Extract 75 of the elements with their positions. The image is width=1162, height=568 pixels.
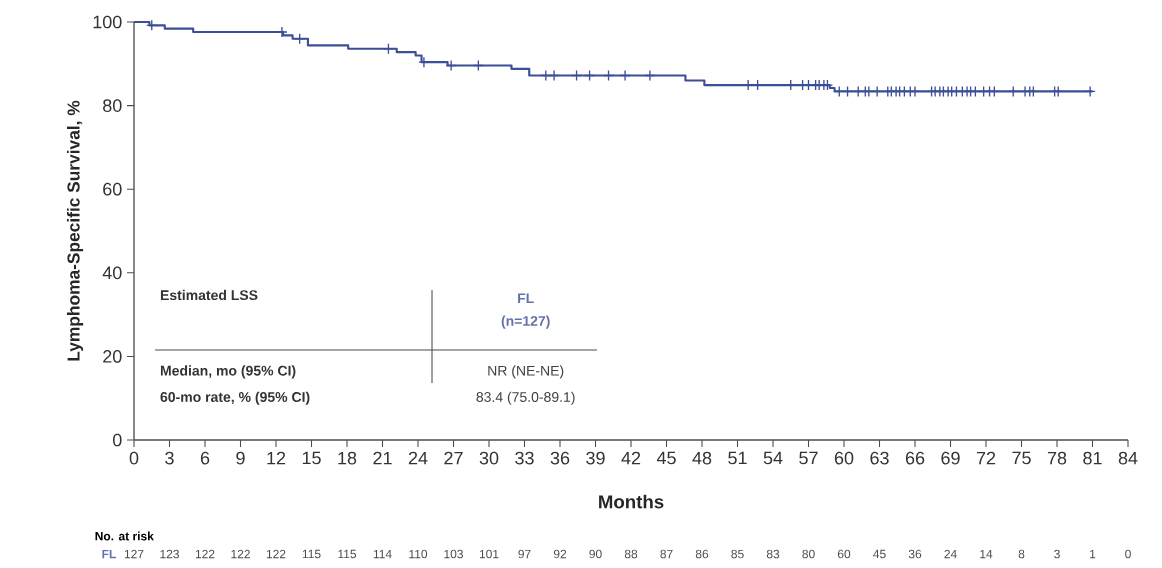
text: 115 (338, 549, 357, 559)
text: 122 (195, 549, 215, 559)
text: 122 (231, 549, 250, 559)
text: 3 (1054, 549, 1060, 559)
text: 45 (873, 549, 886, 559)
x-tick-label: 78 (1047, 451, 1067, 465)
x-tick-label: 69 (941, 451, 960, 465)
x-tick-label: 3 (165, 451, 174, 465)
x-tick-label: 60 (834, 451, 854, 465)
text: 80 (802, 549, 815, 559)
x-tick-label: 27 (444, 451, 463, 465)
annotation: 60-mo rate, % (95% CI) (160, 391, 310, 405)
x-tick-label: 72 (976, 451, 996, 465)
x-tick-label: 18 (338, 451, 357, 465)
x-tick-label: 57 (799, 451, 818, 465)
text: 1 (1090, 549, 1096, 559)
x-tick-label: 54 (763, 451, 783, 465)
text: 123 (160, 549, 179, 559)
x-tick-label: 39 (586, 451, 605, 465)
x-tick-label: 12 (267, 451, 286, 465)
y-tick-label: 100 (93, 15, 122, 29)
x-tick-label: 33 (515, 451, 534, 465)
x-tick-label: 84 (1118, 451, 1138, 465)
annotation: Estimated LSS (160, 289, 258, 301)
text: 127 (124, 549, 144, 559)
x-tick-label: 66 (905, 451, 925, 465)
text: 97 (518, 549, 531, 559)
text: 90 (589, 549, 602, 559)
x-tick-label: 24 (408, 451, 428, 465)
text: 86 (695, 549, 709, 559)
text: 8 (1018, 549, 1025, 559)
x-tick-label: 45 (656, 451, 676, 465)
text: 24 (944, 549, 957, 559)
text: 36 (908, 549, 922, 559)
x-tick-label: 36 (550, 451, 570, 465)
text: 103 (444, 549, 463, 559)
x-tick-label: 21 (373, 451, 392, 465)
annotation: Median, mo (95% CI) (160, 365, 296, 379)
y-axis-title: Lymphoma-Specific Survival, % (66, 100, 84, 361)
text: 114 (373, 549, 392, 559)
text: 83 (766, 549, 780, 559)
text: 101 (479, 549, 499, 559)
text: 14 (980, 549, 993, 559)
text: 88 (624, 549, 638, 559)
text: 115 (302, 549, 321, 559)
text: FL (518, 293, 534, 304)
text: 60 (837, 549, 851, 559)
x-tick-label: 0 (129, 451, 139, 465)
y-tick-label: 80 (103, 99, 122, 112)
annotation: NR (NE-NE) (488, 365, 564, 379)
text: 0 (1125, 549, 1131, 559)
text: FL (102, 549, 116, 559)
x-tick-label: 15 (302, 451, 321, 465)
x-tick-label: 48 (692, 451, 712, 465)
x-tick-label: 42 (621, 451, 641, 465)
annotation: 83.4 (75.0-89.1) (476, 391, 575, 405)
y-tick-label: 0 (112, 433, 122, 447)
x-tick-label: 6 (200, 451, 210, 465)
y-tick-label: 40 (102, 266, 122, 280)
x-tick-label: 9 (236, 451, 245, 465)
x-axis-title: Months (599, 494, 664, 509)
y-tick-label: 60 (103, 182, 122, 196)
text: 87 (660, 549, 673, 559)
x-tick-label: 63 (870, 451, 889, 465)
text: 110 (409, 549, 428, 559)
x-tick-label: 30 (479, 451, 499, 465)
text: 85 (731, 549, 744, 559)
text: 92 (553, 549, 567, 559)
x-tick-label: 51 (728, 451, 747, 465)
text: No. at risk (95, 531, 154, 541)
y-tick-label: 20 (103, 350, 122, 363)
text: 122 (266, 549, 286, 559)
x-tick-label: 75 (1012, 451, 1031, 465)
annotation: (n=127) (501, 315, 550, 329)
x-tick-label: 81 (1083, 451, 1102, 465)
